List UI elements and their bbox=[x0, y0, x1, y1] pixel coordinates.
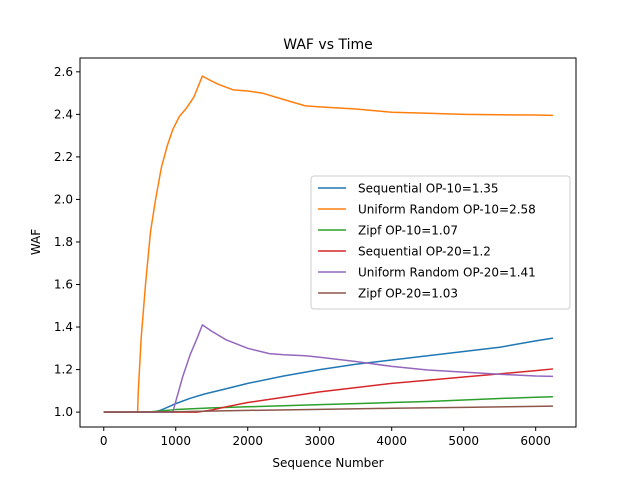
y-axis-label: WAF bbox=[29, 229, 43, 255]
x-tick-label: 0 bbox=[100, 434, 108, 448]
y-tick-label: 2.6 bbox=[54, 65, 73, 79]
legend: Sequential OP-10=1.35 Uniform Random OP-1… bbox=[310, 175, 571, 310]
legend-label-2: Uniform Random OP-10=2.58 bbox=[358, 203, 536, 217]
legend-label-3: Zipf OP-10=1.07 bbox=[358, 224, 458, 238]
x-tick-label: 6000 bbox=[520, 434, 551, 448]
plot-area bbox=[79, 57, 577, 428]
y-tick-label: 2.2 bbox=[54, 150, 73, 164]
y-tick-label: 2.4 bbox=[54, 107, 73, 121]
series-line-3 bbox=[103, 396, 553, 413]
y-tick-label: 1.8 bbox=[54, 235, 73, 249]
x-axis-label: Sequence Number bbox=[272, 456, 383, 470]
legend-label-5: Uniform Random OP-20=1.41 bbox=[358, 266, 536, 280]
series-layer bbox=[103, 75, 554, 413]
y-tick-label: 1.2 bbox=[54, 363, 73, 377]
legend-box bbox=[310, 175, 571, 310]
series-line-2 bbox=[103, 75, 553, 413]
legend-label-1: Sequential OP-10=1.35 bbox=[358, 182, 499, 196]
x-tick-label: 2000 bbox=[232, 434, 263, 448]
series-line-6 bbox=[103, 405, 553, 413]
y-tick-label: 2.0 bbox=[54, 192, 73, 206]
x-tick-label: 1000 bbox=[160, 434, 191, 448]
series-line-1 bbox=[103, 337, 554, 413]
series-line-5 bbox=[103, 324, 553, 413]
x-axis: 0 1000 2000 3000 4000 5000 6000 bbox=[100, 427, 551, 448]
y-axis: 1.0 1.2 1.4 1.6 1.8 2.0 2.2 2.4 2.6 bbox=[54, 65, 80, 419]
y-tick-label: 1.0 bbox=[54, 405, 73, 419]
x-tick-label: 3000 bbox=[304, 434, 335, 448]
plot-frame bbox=[79, 57, 577, 428]
y-tick-label: 1.6 bbox=[54, 278, 73, 292]
x-tick-label: 4000 bbox=[376, 434, 407, 448]
legend-label-6: Zipf OP-20=1.03 bbox=[358, 287, 458, 301]
chart-title: WAF vs Time bbox=[283, 37, 372, 53]
x-tick-label: 5000 bbox=[448, 434, 479, 448]
legend-label-4: Sequential OP-20=1.2 bbox=[358, 245, 491, 259]
y-tick-label: 1.4 bbox=[54, 320, 73, 334]
